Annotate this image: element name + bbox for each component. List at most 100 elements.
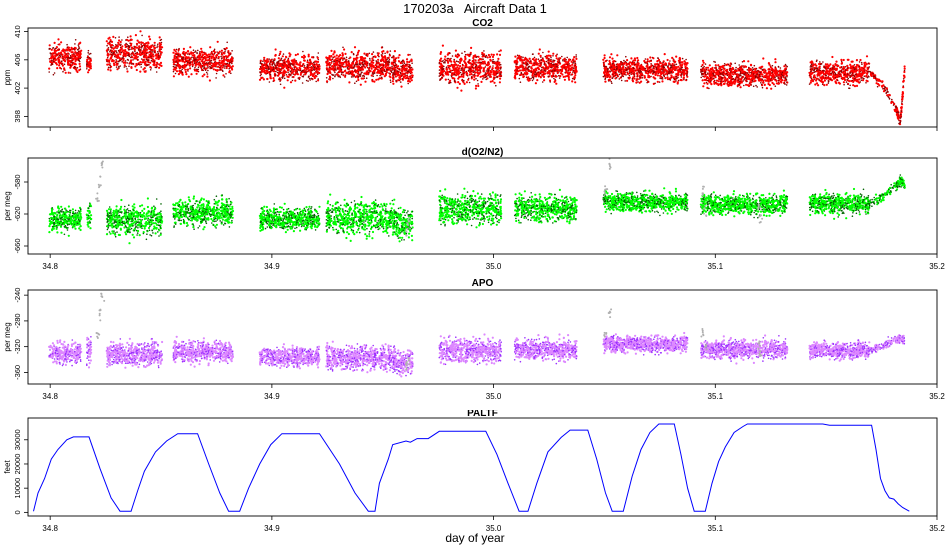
data-point — [368, 69, 370, 71]
data-point — [140, 58, 143, 60]
data-point — [132, 62, 134, 65]
data-point — [733, 82, 736, 85]
data-point — [558, 61, 561, 63]
data-point — [608, 80, 610, 82]
data-point — [53, 41, 56, 45]
data-point — [498, 81, 501, 84]
data-point — [384, 57, 387, 60]
data-point — [480, 80, 483, 83]
data-point — [184, 56, 187, 59]
data-point — [87, 69, 91, 72]
data-point — [666, 74, 669, 76]
data-point — [542, 75, 546, 78]
data-point — [730, 84, 733, 87]
data-point — [49, 52, 52, 54]
data-point — [269, 76, 272, 79]
data-point — [125, 65, 127, 68]
data-point — [299, 71, 303, 75]
data-point — [405, 76, 408, 80]
data-point — [126, 68, 128, 70]
data-point — [118, 39, 121, 42]
data-point — [603, 54, 606, 57]
data-point — [278, 72, 281, 75]
co2-panel: CO2ppm39840240641034.834.935.035.135.2 — [3, 18, 945, 136]
data-point — [318, 65, 321, 68]
data-point — [339, 75, 341, 77]
data-point — [380, 70, 383, 72]
data-point — [490, 53, 493, 56]
data-point — [605, 65, 607, 68]
data-point — [275, 70, 277, 73]
data-point — [572, 58, 575, 61]
data-point — [109, 39, 112, 42]
data-point — [654, 65, 657, 68]
data-point — [392, 68, 395, 71]
data-point — [227, 54, 230, 57]
data-point — [332, 56, 335, 59]
data-point — [262, 60, 264, 62]
data-point — [468, 81, 471, 84]
data-point — [388, 63, 390, 65]
data-point — [206, 64, 209, 67]
data-point — [269, 66, 272, 69]
data-point — [136, 39, 139, 42]
data-point — [472, 69, 475, 72]
data-point — [439, 79, 441, 81]
data-point — [375, 78, 378, 81]
data-point — [340, 68, 343, 71]
data-point — [621, 75, 623, 77]
data-point — [118, 67, 120, 69]
data-point — [401, 64, 404, 67]
data-point — [157, 52, 160, 55]
data-point — [153, 46, 156, 49]
data-point — [112, 47, 115, 50]
data-point — [158, 48, 161, 52]
data-point — [152, 63, 155, 66]
data-point — [520, 59, 523, 62]
data-point — [560, 70, 564, 73]
data-point — [547, 67, 550, 70]
data-point — [384, 70, 386, 73]
data-point — [484, 56, 487, 58]
data-point — [139, 70, 142, 73]
data-point — [532, 53, 534, 55]
data-point — [476, 71, 479, 75]
data-point — [223, 76, 226, 78]
data-point — [553, 80, 556, 83]
data-point — [548, 58, 550, 60]
data-point — [539, 54, 542, 58]
data-point — [215, 54, 218, 57]
data-point — [302, 56, 305, 60]
data-point — [617, 69, 620, 72]
data-point — [472, 66, 475, 69]
data-point — [765, 87, 769, 90]
data-point — [64, 56, 67, 60]
data-point — [408, 61, 411, 64]
data-point — [451, 76, 454, 80]
data-point — [464, 55, 467, 58]
data-point — [551, 65, 554, 68]
data-point — [141, 45, 143, 48]
data-point — [388, 61, 390, 63]
data-point — [119, 46, 122, 49]
data-point — [398, 69, 401, 71]
data-point — [208, 55, 211, 58]
data-point — [574, 65, 578, 68]
data-point — [571, 63, 574, 66]
data-point — [480, 58, 483, 61]
data-point — [116, 47, 118, 50]
data-point — [114, 37, 117, 39]
data-point — [482, 54, 484, 56]
data-point — [226, 60, 229, 63]
data-point — [67, 59, 70, 62]
data-point — [287, 64, 290, 67]
data-point — [482, 67, 486, 70]
data-point — [357, 51, 360, 54]
data-point — [439, 62, 442, 65]
data-point — [567, 65, 570, 68]
data-point — [664, 77, 667, 80]
data-point — [537, 52, 540, 55]
data-point — [439, 51, 443, 54]
data-point — [310, 66, 314, 70]
data-point — [462, 73, 465, 77]
